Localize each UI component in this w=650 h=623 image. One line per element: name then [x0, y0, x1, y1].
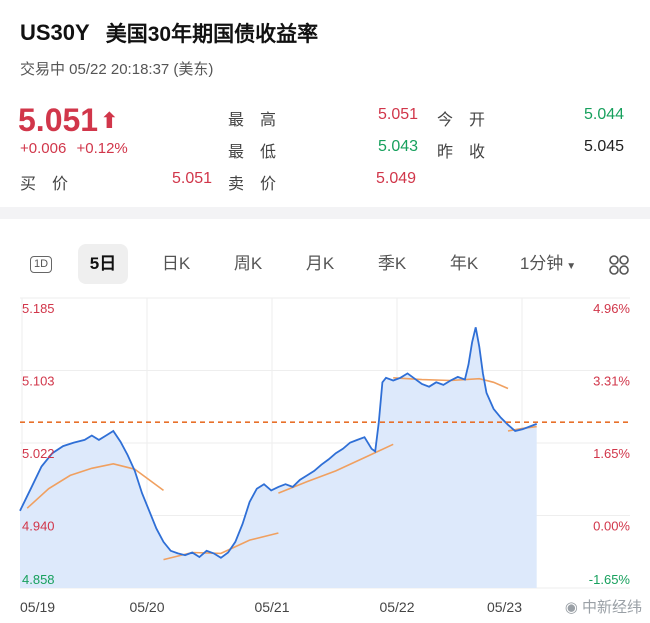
- y-right-tick: -1.65%: [589, 572, 631, 587]
- interval-label: 1分钟: [519, 254, 564, 273]
- grid-menu-button[interactable]: [604, 244, 634, 284]
- x-tick: 05/19: [20, 599, 55, 615]
- y-right-tick: 0.00%: [593, 519, 630, 534]
- y-left-tick: 4.858: [22, 572, 55, 587]
- symbol: US30Y: [20, 20, 90, 45]
- last-price: 5.051 ⬆: [18, 102, 119, 139]
- y-left-tick: 5.185: [22, 301, 55, 316]
- y-right-tick: 4.96%: [593, 301, 630, 316]
- interval-dropdown[interactable]: 1分钟 ▼: [512, 244, 584, 284]
- tab-daily-k[interactable]: 日K: [161, 254, 191, 273]
- up-arrow-icon: ⬆: [100, 107, 119, 133]
- change-percent: +0.12%: [76, 140, 128, 157]
- x-tick: 05/20: [129, 599, 164, 615]
- x-tick: 05/23: [487, 599, 522, 615]
- x-tick: 05/21: [254, 599, 289, 615]
- tab-yearly-k[interactable]: 年K: [449, 254, 479, 273]
- change-value: +0.006: [20, 140, 67, 157]
- tab-monthly-k[interactable]: 月K: [305, 254, 335, 273]
- price-area: [20, 327, 537, 588]
- high-value: 5.051: [378, 106, 419, 123]
- tab-1d[interactable]: 1D: [24, 244, 58, 284]
- ask-label: 卖 价: [228, 176, 277, 193]
- prev-close-value: 5.045: [584, 138, 625, 155]
- watermark-text: 中新经纬: [581, 599, 642, 616]
- price-chart[interactable]: 5.185 5.103 5.022 4.940 4.858 4.96% 3.31% 1.65…: [0, 290, 650, 623]
- ask-value: 5.049: [376, 170, 417, 187]
- x-axis: 05/19 05/20 05/21 05/22 05/23: [20, 599, 522, 615]
- trading-status: 交易中 05/22 20:18:37 (美东): [20, 61, 214, 78]
- y-right-tick: 1.65%: [593, 446, 630, 461]
- title-row: US30Y 美国30年期国债收益率: [20, 18, 318, 48]
- x-tick: 05/22: [379, 599, 414, 615]
- tab-quarterly-k[interactable]: 季K: [377, 254, 407, 273]
- bid-value: 5.051: [172, 170, 213, 187]
- high-label: 最 高: [228, 112, 277, 129]
- watermark: ◉ 中新经纬: [565, 596, 642, 617]
- section-divider: [0, 207, 650, 219]
- grid-icon: [609, 254, 629, 275]
- y-left-tick: 5.022: [22, 446, 55, 461]
- y-right-tick: 3.31%: [593, 374, 630, 389]
- tab-5day[interactable]: 5日: [78, 244, 128, 284]
- weibo-icon: ◉: [564, 599, 578, 616]
- open-value: 5.044: [584, 106, 625, 123]
- tab-weekly-k[interactable]: 周K: [233, 254, 263, 273]
- ma-segment: [278, 443, 394, 494]
- period-tabs: 1D 5日 日K 周K 月K 季K 年K 1分钟 ▼: [0, 244, 650, 284]
- y-left-tick: 4.940: [22, 519, 55, 534]
- price-line: [19, 327, 538, 559]
- open-label: 今 开: [437, 112, 486, 129]
- last-price-value: 5.051: [18, 102, 99, 138]
- price-change: +0.006 +0.12%: [20, 140, 128, 157]
- calendar-1d-icon: 1D: [29, 256, 53, 274]
- low-value: 5.043: [378, 138, 419, 155]
- bid-label: 买 价: [20, 176, 69, 193]
- prev-close-label: 昨 收: [437, 144, 486, 161]
- y-axis-left: 5.185 5.103 5.022 4.940 4.858: [22, 301, 55, 587]
- chevron-down-icon: ▼: [566, 261, 577, 272]
- low-label: 最 低: [228, 144, 277, 161]
- y-axis-right: 4.96% 3.31% 1.65% 0.00% -1.65%: [589, 301, 631, 587]
- y-left-tick: 5.103: [22, 374, 55, 389]
- instrument-name: 美国30年期国债收益率: [105, 23, 319, 46]
